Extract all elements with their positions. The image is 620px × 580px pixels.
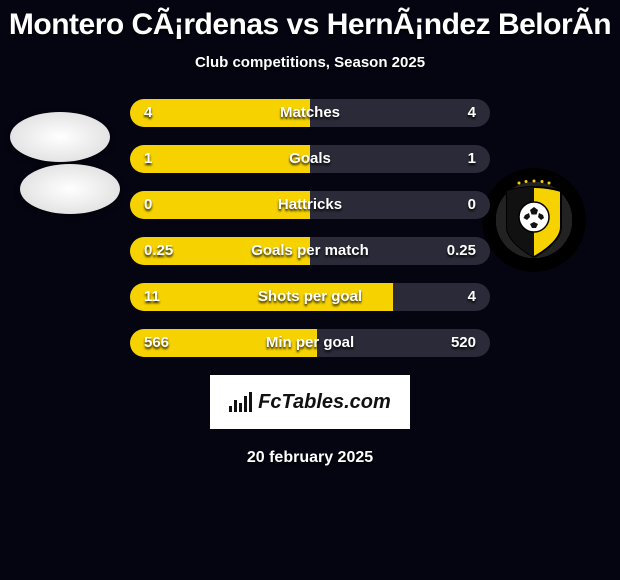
- stat-row: 44Matches: [130, 99, 490, 127]
- shield-icon: [499, 179, 569, 261]
- player-1-badge-placeholder: [10, 112, 110, 162]
- stats-container: 44Matches 11Goals 00Hattricks 0.250.25Goals…: [130, 99, 490, 357]
- site-logo: FcTables.com: [210, 375, 410, 429]
- bar-chart-icon: [229, 392, 252, 412]
- stat-label: Min per goal: [130, 329, 490, 357]
- date-label: 20 february 2025: [0, 449, 620, 467]
- stat-row: 11Goals: [130, 145, 490, 173]
- stat-row: 114Shots per goal: [130, 283, 490, 311]
- player-2-club-crest: [482, 168, 586, 272]
- stat-label: Matches: [130, 99, 490, 127]
- stat-label: Shots per goal: [130, 283, 490, 311]
- stat-label: Goals per match: [130, 237, 490, 265]
- stat-row: 0.250.25Goals per match: [130, 237, 490, 265]
- stat-row: 00Hattricks: [130, 191, 490, 219]
- subtitle: Club competitions, Season 2025: [0, 54, 620, 71]
- stat-label: Goals: [130, 145, 490, 173]
- stat-label: Hattricks: [130, 191, 490, 219]
- page-title: Montero CÃ¡rdenas vs HernÃ¡ndez BelorÃ­n: [0, 0, 620, 42]
- site-logo-text: FcTables.com: [258, 391, 391, 414]
- player-1-club-badge-placeholder: [20, 164, 120, 214]
- stat-row: 566520Min per goal: [130, 329, 490, 357]
